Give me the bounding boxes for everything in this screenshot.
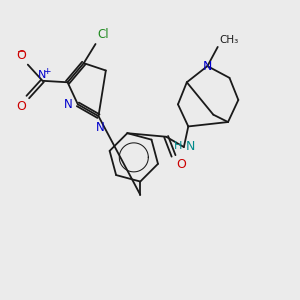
Text: −: − xyxy=(17,47,26,57)
Text: N: N xyxy=(96,122,104,134)
Text: Cl: Cl xyxy=(97,28,109,41)
Text: O: O xyxy=(16,49,26,62)
Text: O: O xyxy=(16,100,26,113)
Text: CH₃: CH₃ xyxy=(219,34,238,45)
Text: H: H xyxy=(174,141,182,151)
Text: N: N xyxy=(186,140,195,153)
Text: N: N xyxy=(203,60,212,73)
Text: N: N xyxy=(64,98,73,111)
Text: O: O xyxy=(176,158,186,171)
Text: N: N xyxy=(38,70,47,80)
Text: +: + xyxy=(43,67,51,76)
